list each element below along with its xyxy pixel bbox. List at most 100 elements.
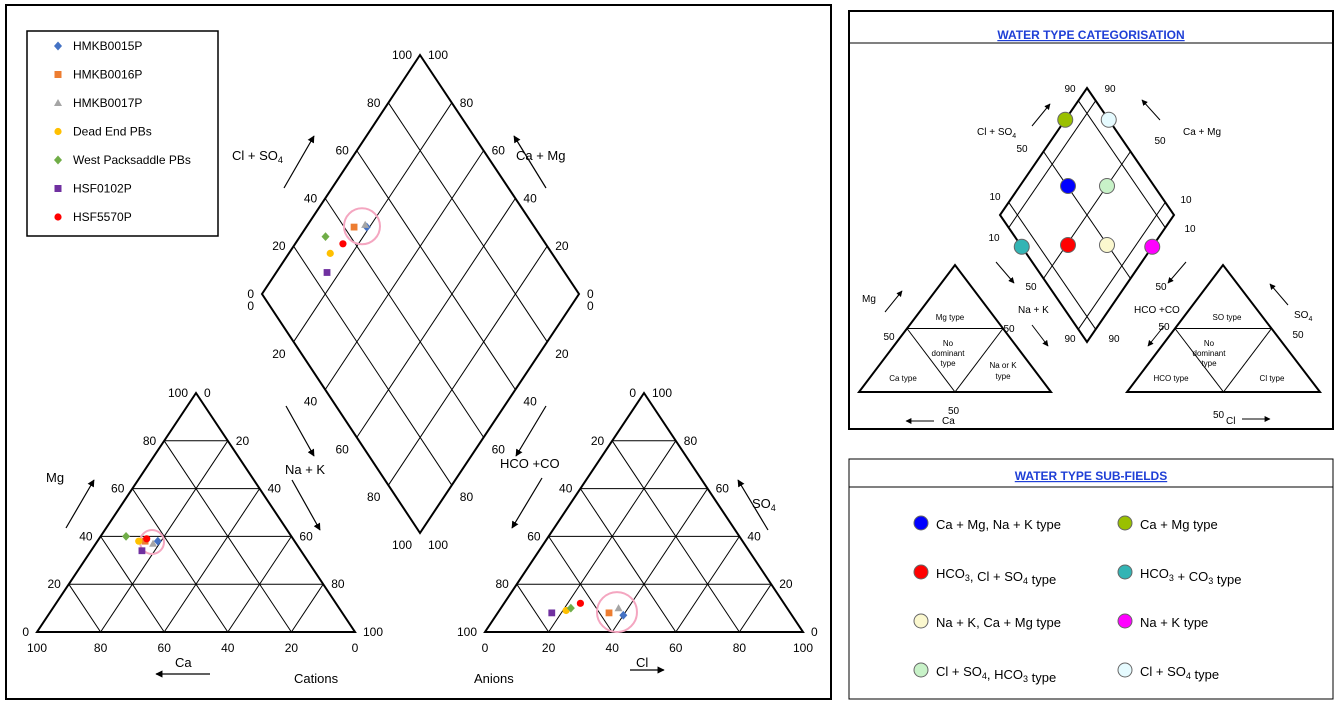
cat-arrow-na-k-2 bbox=[1031, 324, 1049, 347]
diamond-grid-a bbox=[324, 198, 485, 438]
subfield-swatch bbox=[913, 515, 929, 531]
tick-so4: 40 bbox=[747, 529, 761, 543]
tick-mg: 40 bbox=[79, 529, 93, 543]
cat-num-50-cl: 50 bbox=[1213, 410, 1225, 421]
subfield-swatch bbox=[1117, 662, 1133, 678]
cat-subfield-point bbox=[1144, 238, 1161, 255]
point-anion-hmkb0015p bbox=[619, 610, 628, 620]
cat-tick: 50 bbox=[883, 332, 895, 343]
tick-hco3-diamond: 0 bbox=[587, 299, 594, 313]
cat-diamond-line bbox=[1008, 100, 1097, 228]
cat-subfield-point bbox=[1100, 111, 1117, 128]
tick-na-k: 100 bbox=[363, 625, 383, 639]
anion-triangle-outline bbox=[483, 391, 805, 633]
cat-subfield-point bbox=[1013, 238, 1030, 255]
cat-subfield-point bbox=[1057, 111, 1074, 128]
anion-triangle-grid-b bbox=[611, 488, 709, 633]
cat-arrow-ca-mg bbox=[1141, 99, 1161, 121]
tick-na-k-diamond: 20 bbox=[272, 347, 286, 361]
cat-tick: 10 bbox=[1180, 195, 1192, 206]
legend-label: HMKB0017P bbox=[73, 96, 142, 110]
diamond-grid-b bbox=[293, 102, 453, 343]
tick-hco3-diamond: 100 bbox=[428, 538, 448, 552]
tick-na-k-diamond: 0 bbox=[247, 299, 254, 313]
cat-no-dominant: dominant bbox=[1193, 349, 1227, 358]
subfield-item: HCO3 + CO3 type bbox=[1117, 564, 1241, 587]
subfield-label: Na + K, Ca + Mg type bbox=[936, 615, 1061, 630]
arrow-hco3-upper bbox=[515, 405, 547, 457]
legend-item-hmkb0016p: HMKB0016P bbox=[54, 68, 142, 82]
tick-ca-mg: 40 bbox=[523, 191, 537, 205]
tick-cl-so4: 60 bbox=[335, 144, 349, 158]
cat-tick: 50 bbox=[1154, 136, 1166, 147]
legend-item-hmkb0015p: HMKB0015P bbox=[54, 39, 142, 53]
tick-so4: 80 bbox=[684, 434, 698, 448]
cat-tick: 50 bbox=[1155, 282, 1167, 293]
tick-na-k: 60 bbox=[299, 529, 313, 543]
cat-arrow-so4 bbox=[1269, 283, 1289, 306]
tick-ca-mg: 80 bbox=[460, 96, 474, 110]
direction-arrows bbox=[65, 135, 769, 678]
legend-label: HMKB0016P bbox=[73, 68, 142, 82]
cation-triangle-grid-a bbox=[163, 440, 292, 633]
subfields-panel bbox=[848, 458, 1334, 700]
cation-triangle-grid-b bbox=[290, 583, 324, 633]
diamond-grid-a bbox=[387, 102, 548, 343]
subfield-swatch bbox=[913, 564, 929, 580]
point-anion-hsf0102p bbox=[548, 609, 556, 617]
point-cation-hsf0102p bbox=[138, 547, 146, 555]
tick-ca-mg: 60 bbox=[492, 144, 506, 158]
tick-so4: 60 bbox=[716, 482, 730, 496]
anions-label: Anions bbox=[474, 671, 514, 686]
legend-label: West Packsaddle PBs bbox=[73, 153, 191, 167]
tick-so4: 20 bbox=[779, 577, 793, 591]
point-cation-hmkb0015p bbox=[153, 536, 162, 546]
point-cation-dead-end-pbs bbox=[135, 537, 143, 545]
halo-diamond bbox=[342, 207, 381, 246]
legend-item-hmkb0017p: HMKB0017P bbox=[54, 96, 142, 110]
cation-triangle-grid-a bbox=[68, 583, 102, 633]
point-diamond-west-packsaddle-pbs bbox=[321, 232, 330, 242]
tick-hco3: 100 bbox=[457, 625, 477, 639]
cat-nak-type-2: type bbox=[995, 372, 1011, 381]
cat-tick: 90 bbox=[1064, 334, 1076, 345]
cation-triangle-grid-b bbox=[163, 488, 261, 633]
cat-diamond-midline-b bbox=[1043, 151, 1131, 279]
cat-anion-triangle-mid bbox=[1223, 328, 1272, 393]
subfield-item: Na + K, Ca + Mg type bbox=[913, 613, 1061, 630]
diamond-outline bbox=[260, 53, 581, 535]
arrow-ca-mg bbox=[513, 135, 547, 189]
tick-ca-mg: 20 bbox=[555, 239, 569, 253]
tick-na-k: 0 bbox=[204, 386, 211, 400]
axis-title-cl: Cl bbox=[636, 655, 648, 670]
cation-triangle-grid-a bbox=[100, 536, 165, 633]
subfield-label: Ca + Mg, Na + K type bbox=[936, 517, 1061, 532]
point-diamond-dead-end-pbs bbox=[326, 249, 334, 257]
piper-tick-labels: 0 20 40 60 80 100 0 20 40 60 80 100 100 80 60 40 20 0 0 20 4… bbox=[22, 48, 818, 655]
arrow-mg bbox=[65, 479, 95, 529]
tick-cl-so4: 80 bbox=[367, 96, 381, 110]
cat-no-dominant: dominant bbox=[932, 349, 966, 358]
legend-item-hsf5570p: HSF5570P bbox=[54, 210, 132, 224]
legend-item-dead-end-pbs: Dead End PBs bbox=[54, 125, 152, 139]
tick-ca: 20 bbox=[285, 641, 299, 655]
subfield-label: Cl + SO4, HCO3 type bbox=[936, 664, 1056, 685]
point-anion-hsf5570p bbox=[576, 599, 585, 607]
cat-arrow-cl-so4 bbox=[1031, 103, 1051, 127]
cat-arrow-hco3-2 bbox=[1147, 325, 1165, 347]
tick-cl: 0 bbox=[482, 641, 489, 655]
tick-mg: 60 bbox=[111, 482, 125, 496]
tick-mg: 80 bbox=[143, 434, 157, 448]
tick-so4: 0 bbox=[811, 625, 818, 639]
tick-mg: 0 bbox=[22, 625, 29, 639]
cat-diamond-line bbox=[1077, 100, 1166, 228]
subfield-swatch bbox=[1117, 613, 1133, 629]
legend-label: Dead End PBs bbox=[73, 125, 152, 139]
subfield-items: Ca + Mg, Na + K type Ca + Mg type HCO3, Cl… bbox=[913, 515, 1241, 685]
tick-hco3-diamond: 60 bbox=[492, 442, 506, 456]
subfield-item: Cl + SO4, HCO3 type bbox=[913, 662, 1056, 685]
cat-label-ca: Ca bbox=[942, 416, 955, 427]
tick-hco3: 40 bbox=[559, 482, 573, 496]
axis-title-so4: SO4 bbox=[752, 496, 776, 513]
cat-mg-type: Mg type bbox=[936, 313, 965, 322]
